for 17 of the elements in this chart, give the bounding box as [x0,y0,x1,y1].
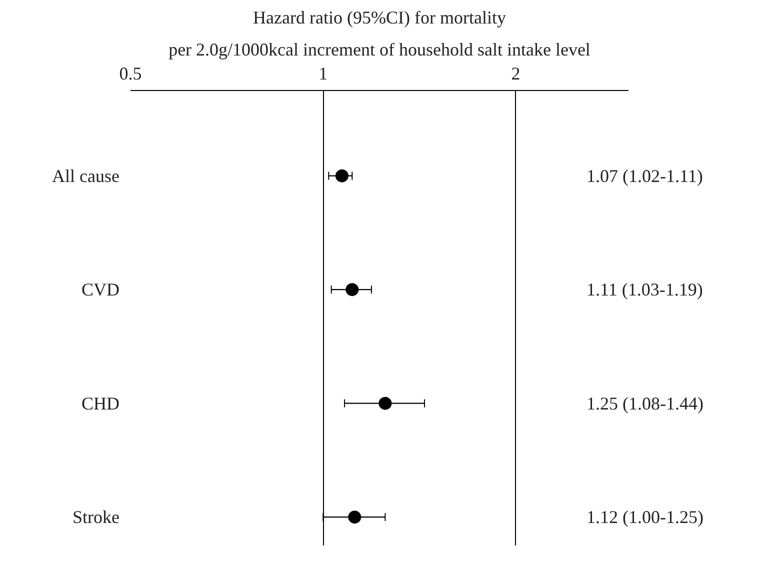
chart-subtitle: per 2.0g/1000kcal increment of household salt intake level [168,40,590,60]
point [348,510,362,524]
y-tick-label: Stroke [72,507,120,528]
chart-title: Hazard ratio (95%CI) for mortality [253,8,506,28]
x-tick-label: 2 [511,64,520,84]
data-label: 1.11 (1.03-1.19) [586,280,703,300]
data-label: 1.25 (1.08-1.44) [586,393,704,414]
data-label: 1.07 (1.02-1.11) [586,166,703,186]
point [346,283,359,296]
x-tick-label: 1 [318,64,328,84]
point [378,396,392,410]
data-label: 1.12 (1.00-1.25) [586,507,704,528]
y-tick-label: CVD [81,280,120,300]
y-tick-label: All cause [52,166,120,186]
x-tick-label: 0.5 [119,64,142,84]
point [335,169,348,182]
y-tick-label: CHD [81,393,120,414]
